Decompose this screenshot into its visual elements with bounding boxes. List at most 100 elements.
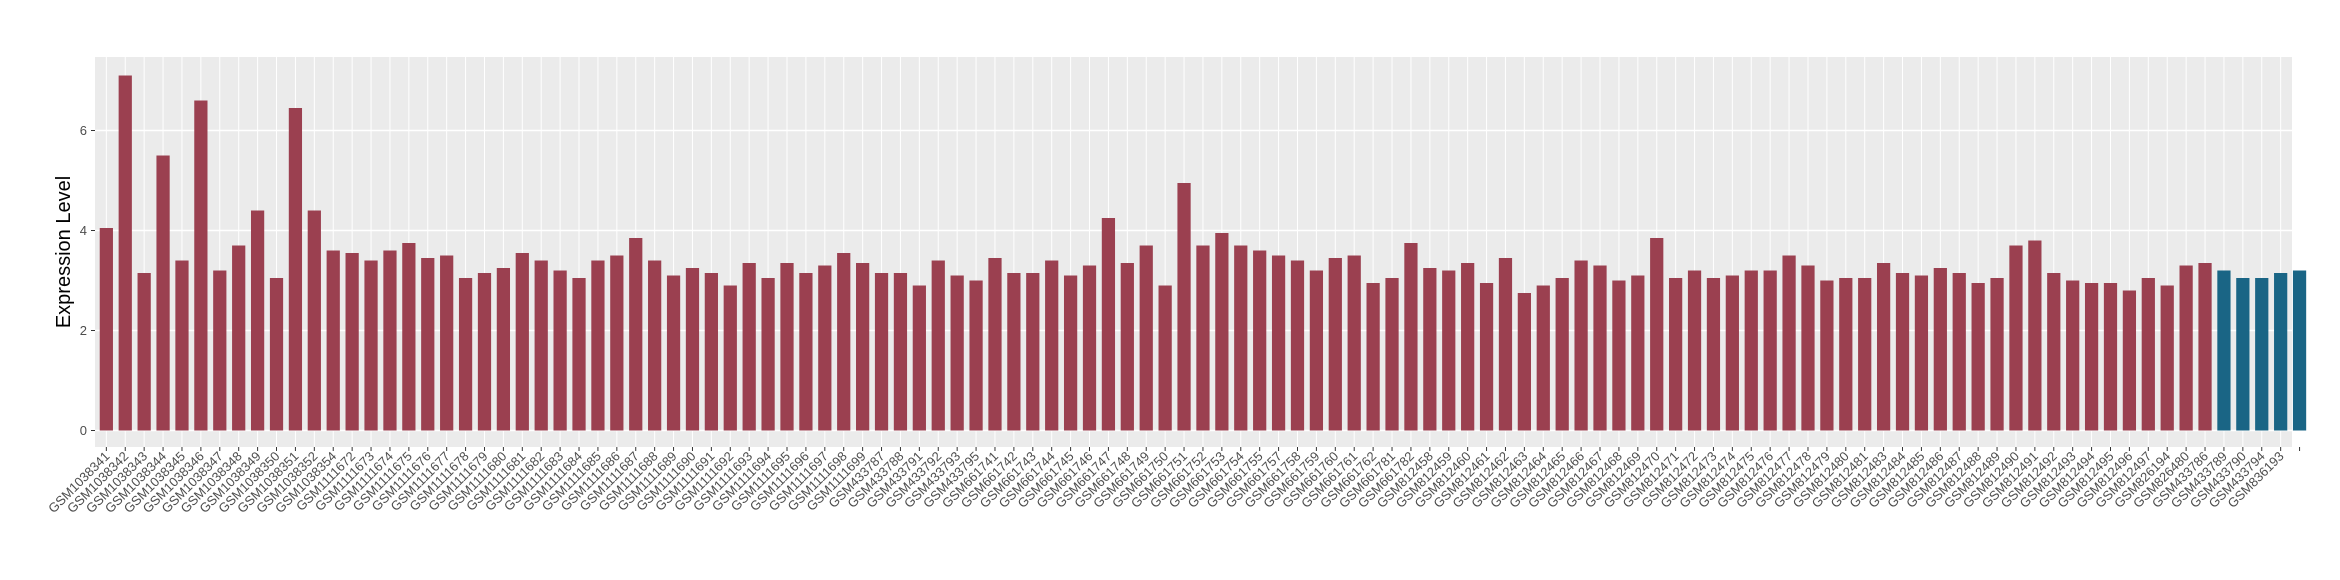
bar xyxy=(1120,263,1134,431)
bar xyxy=(2028,240,2042,431)
bar xyxy=(1914,275,1929,431)
bar xyxy=(1593,265,1607,431)
bar xyxy=(1196,245,1210,431)
bar xyxy=(1442,270,1456,431)
bar xyxy=(2274,273,2288,431)
bar xyxy=(175,260,189,431)
bar xyxy=(2179,265,2193,431)
bar xyxy=(307,210,321,431)
bar xyxy=(515,253,529,431)
bar xyxy=(893,273,908,431)
bar xyxy=(969,280,983,431)
bar xyxy=(1763,270,1777,431)
y-axis-title: Expression Level xyxy=(53,176,75,328)
bar xyxy=(1385,278,1399,431)
bar xyxy=(1801,265,1815,431)
bar xyxy=(1706,278,1721,431)
bar xyxy=(2255,278,2269,431)
bar xyxy=(118,75,132,431)
bar xyxy=(1990,278,2004,431)
bar xyxy=(1971,283,1985,431)
bar xyxy=(1404,243,1418,431)
bar xyxy=(1253,250,1267,431)
bar xyxy=(1234,245,1248,431)
bar xyxy=(1347,255,1361,431)
bar xyxy=(1744,270,1758,431)
bar xyxy=(440,255,454,431)
bar xyxy=(2141,278,2155,431)
bar xyxy=(742,263,756,431)
bar xyxy=(1461,263,1475,431)
bar xyxy=(1328,258,1342,431)
bar xyxy=(288,108,303,431)
bar xyxy=(2066,280,2080,431)
bar xyxy=(1876,263,1891,431)
bar xyxy=(232,245,246,431)
bar xyxy=(818,265,832,431)
bar xyxy=(988,258,1002,431)
bar xyxy=(1498,258,1513,431)
bar xyxy=(1290,260,1305,431)
bar xyxy=(421,258,435,431)
bar xyxy=(685,268,700,431)
bar xyxy=(2160,285,2174,431)
bar xyxy=(1045,260,1059,431)
bar xyxy=(629,238,643,431)
bar xyxy=(1082,265,1097,431)
bar xyxy=(156,155,170,431)
bar xyxy=(2047,273,2061,431)
bar xyxy=(534,260,548,431)
y-tick-label: 2 xyxy=(80,323,87,338)
bar xyxy=(1007,273,1021,431)
bar xyxy=(402,243,416,431)
bar xyxy=(2217,270,2231,431)
bar xyxy=(666,275,681,431)
bar xyxy=(1687,270,1702,431)
bar xyxy=(648,260,662,431)
bar xyxy=(345,253,359,431)
bar xyxy=(1725,275,1739,431)
bar xyxy=(1063,275,1078,431)
bar xyxy=(610,255,624,431)
y-tick-label: 4 xyxy=(80,223,87,238)
bar xyxy=(723,285,737,431)
bar xyxy=(1366,283,1380,431)
bar xyxy=(856,263,870,431)
bar xyxy=(2292,270,2307,431)
bar xyxy=(1820,280,1834,431)
bar xyxy=(704,273,718,431)
bar xyxy=(269,278,284,431)
bar xyxy=(99,228,113,431)
bar xyxy=(572,278,586,431)
bar xyxy=(1839,278,1853,431)
bar xyxy=(1101,218,1116,431)
bar xyxy=(1574,260,1588,431)
bar xyxy=(761,278,775,431)
bar xyxy=(1309,270,1324,431)
bar xyxy=(837,253,851,431)
bar xyxy=(874,273,889,431)
bar xyxy=(950,275,964,431)
bar xyxy=(780,263,794,431)
bar xyxy=(591,260,605,431)
bar xyxy=(1215,233,1229,431)
bar xyxy=(1669,278,1683,431)
bar xyxy=(364,260,378,431)
y-tick-label: 0 xyxy=(80,423,87,438)
bar xyxy=(1271,255,1286,431)
bar xyxy=(1555,278,1569,431)
bar xyxy=(1858,278,1872,431)
bar xyxy=(1895,273,1910,431)
bar xyxy=(1782,255,1796,431)
bar xyxy=(931,260,945,431)
bar xyxy=(1650,238,1664,431)
bar xyxy=(1612,280,1626,431)
bar xyxy=(326,250,340,431)
bar xyxy=(2103,283,2118,431)
bar xyxy=(1158,285,1172,431)
bar xyxy=(137,273,151,431)
bar xyxy=(1026,273,1040,431)
bar xyxy=(213,270,227,431)
bar xyxy=(1479,283,1494,431)
